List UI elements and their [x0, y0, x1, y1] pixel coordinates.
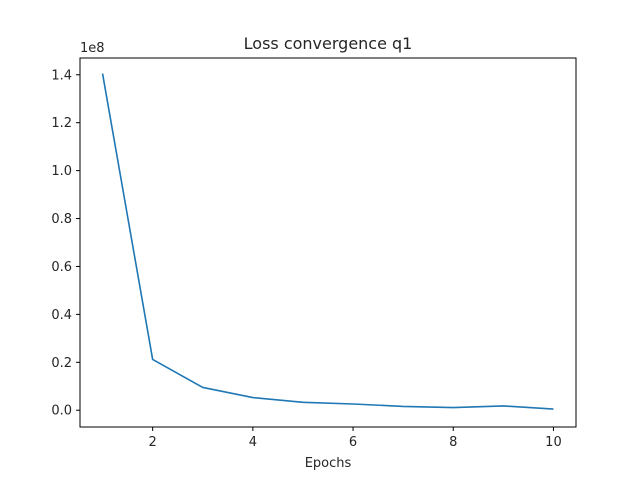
- x-axis-label: Epochs: [305, 456, 352, 471]
- series-line: [101, 73, 554, 410]
- chart-title: Loss convergence q1: [244, 34, 413, 53]
- x-tick-label: 2: [149, 435, 157, 450]
- y-tick-label: 0.2: [51, 356, 72, 371]
- x-tick-label: 6: [349, 435, 357, 450]
- y-tick-label: 0.0: [51, 404, 72, 419]
- y-tick-label: 1.0: [51, 164, 72, 179]
- y-axis-offset-label: 1e8: [80, 41, 105, 56]
- y-tick-label: 1.2: [51, 116, 72, 131]
- y-axis: 0.0 0.2 0.4 0.6 0.8 1.0 1.2 1.4: [51, 68, 80, 419]
- y-tick-label: 0.6: [51, 260, 72, 275]
- series-layer: [101, 73, 554, 410]
- x-tick-label: 4: [249, 435, 257, 450]
- plot-frame: [79, 57, 577, 428]
- x-tick-label: 10: [545, 435, 562, 450]
- x-axis: 2 4 6 8 10: [149, 427, 562, 450]
- x-tick-label: 8: [449, 435, 457, 450]
- y-tick-label: 0.4: [51, 308, 72, 323]
- y-tick-label: 1.4: [51, 68, 72, 83]
- plot-area: [80, 58, 576, 427]
- y-tick-label: 0.8: [51, 212, 72, 227]
